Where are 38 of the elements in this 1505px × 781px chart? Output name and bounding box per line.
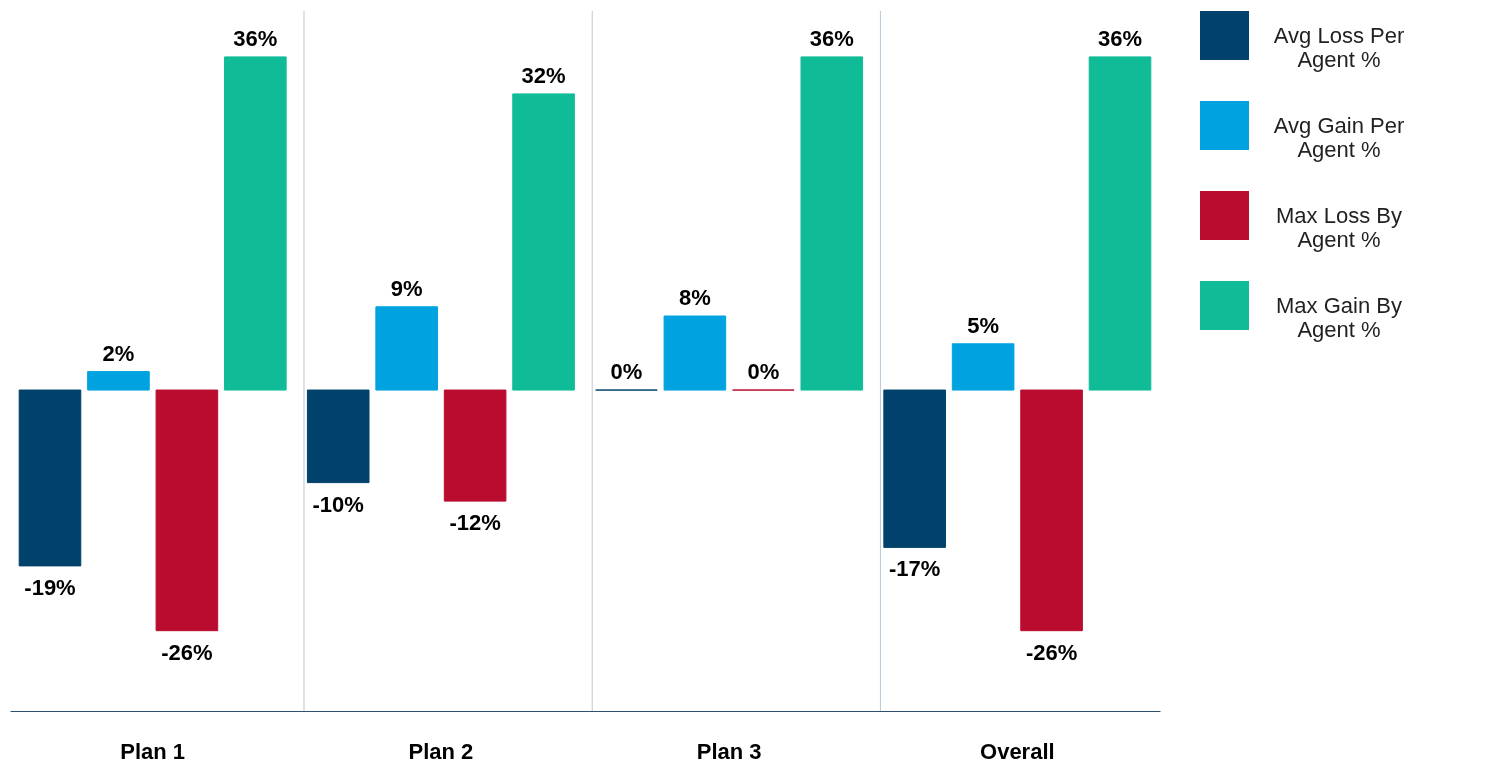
data-label: -12% bbox=[449, 510, 501, 536]
bar bbox=[1088, 56, 1152, 391]
data-label: 9% bbox=[390, 275, 423, 301]
bar bbox=[951, 343, 1015, 391]
bar bbox=[1020, 389, 1083, 632]
data-label: 32% bbox=[521, 62, 566, 88]
data-label: 0% bbox=[747, 359, 780, 385]
legend-label: Avg Loss Per Agent % bbox=[1273, 22, 1405, 72]
x-tick-label: Plan 3 bbox=[696, 738, 762, 764]
legend-label: Avg Gain Per Agent % bbox=[1273, 112, 1405, 162]
data-label: -10% bbox=[312, 491, 364, 517]
data-label: 2% bbox=[102, 340, 135, 366]
legend-label: Max Gain By Agent % bbox=[1276, 292, 1402, 342]
bar bbox=[800, 56, 864, 391]
data-label: -26% bbox=[161, 639, 213, 665]
data-label: -26% bbox=[1025, 639, 1078, 665]
data-label: -19% bbox=[24, 574, 76, 600]
bar bbox=[883, 389, 946, 548]
data-label: -17% bbox=[888, 556, 941, 582]
x-tick-label: Plan 2 bbox=[408, 738, 474, 764]
data-label: 0% bbox=[610, 359, 643, 385]
data-label: 36% bbox=[809, 25, 854, 51]
bar bbox=[155, 389, 219, 632]
legend-label: Max Loss By Agent % bbox=[1276, 202, 1402, 252]
bar bbox=[663, 315, 727, 391]
bar bbox=[87, 371, 150, 391]
bar bbox=[224, 56, 287, 391]
bar bbox=[512, 93, 575, 391]
data-label: 36% bbox=[233, 25, 278, 51]
x-tick-label: Plan 1 bbox=[120, 738, 186, 764]
data-label: 36% bbox=[1097, 25, 1143, 51]
x-tick-label: Overall bbox=[980, 738, 1055, 764]
bar bbox=[306, 389, 370, 484]
bar bbox=[443, 389, 507, 502]
data-label: 5% bbox=[967, 312, 999, 338]
bar bbox=[375, 306, 438, 391]
data-label: 8% bbox=[678, 285, 711, 311]
bar bbox=[18, 389, 82, 567]
